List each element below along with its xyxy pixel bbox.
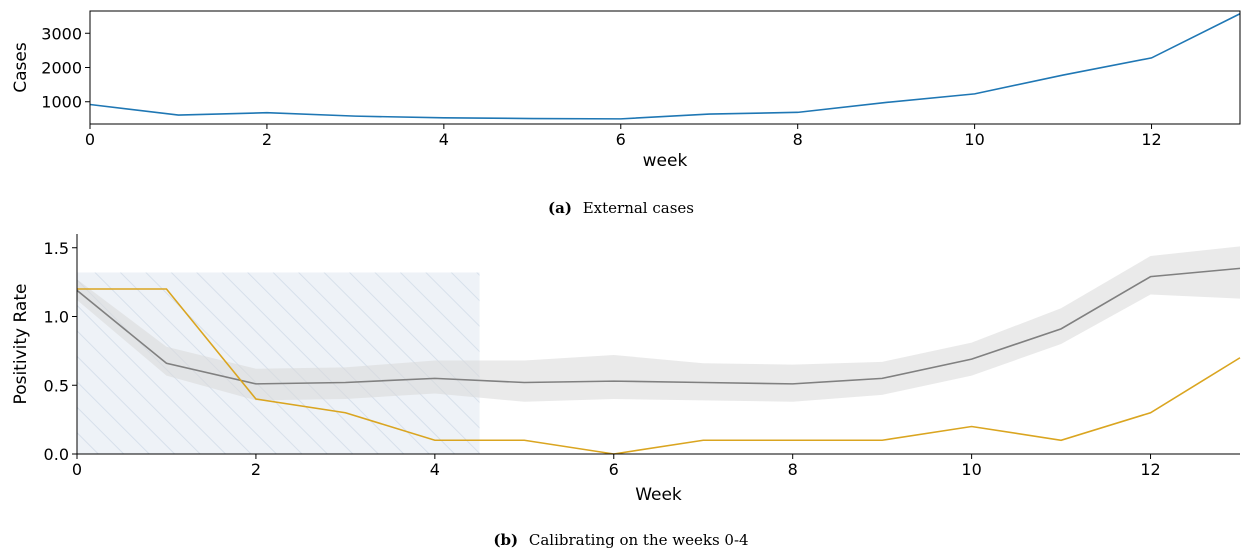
y-tick-label: 0.0: [44, 445, 69, 464]
x-tick-label: 4: [430, 460, 440, 479]
x-tick-label: 6: [616, 130, 626, 149]
x-tick-label: 4: [439, 130, 449, 149]
x-tick-label: 6: [609, 460, 619, 479]
x-tick-label: 0: [72, 460, 82, 479]
x-tick-label: 12: [1141, 130, 1161, 149]
caption-b: (b) Calibrating on the weeks 0-4: [493, 531, 748, 549]
y-tick-label: 0.5: [44, 376, 69, 395]
y-tick-label: 1000: [41, 93, 82, 112]
x-tick-label: 0: [85, 130, 95, 149]
x-tick-label: 10: [961, 460, 981, 479]
caption-a: (a) External cases: [548, 199, 694, 217]
series-line-0: [76, 267, 1241, 385]
x-axis-label: Week: [635, 485, 682, 505]
caption-text: Calibrating on the weeks 0-4: [529, 531, 749, 549]
confidence-band: [77, 246, 1240, 402]
axes-frame: [89, 10, 1241, 125]
axes: 0 2 4 6 8 10 12 0.0 0.5 1.0 1.5: [44, 234, 1240, 479]
y-tick-label: 3000: [41, 24, 82, 43]
external-cases-chart: 0 2 4 6 8 10 12 1000 2000 3000 week Cases (a) Ext…: [11, 10, 1241, 217]
series-layer: [89, 13, 1241, 120]
y-tick-label: 1.5: [44, 239, 69, 258]
x-tick-label: 10: [964, 130, 984, 149]
x-tick-label: 12: [1140, 460, 1160, 479]
y-tick-label: 2000: [41, 59, 82, 78]
y-tick-label: 1.0: [44, 308, 69, 327]
caption-label: (b): [493, 531, 518, 549]
x-axis-label: week: [643, 151, 688, 171]
x-tick-label: 2: [251, 460, 261, 479]
y-axis-label: Positivity Rate: [11, 284, 31, 405]
series-layer: [76, 246, 1241, 455]
series-line-0: [89, 13, 1241, 120]
axes: 0 2 4 6 8 10 12 1000 2000 3000: [41, 10, 1241, 149]
y-axis-label: Cases: [11, 42, 31, 93]
caption-label: (a): [548, 199, 572, 217]
x-tick-label: 8: [793, 130, 803, 149]
positivity-rate-chart: 0 2 4 6 8 10 12 0.0 0.5 1.0 1.5 Week Positivity Ra…: [11, 234, 1241, 549]
x-tick-label: 8: [788, 460, 798, 479]
series-line-1: [77, 288, 1241, 455]
x-tick-label: 2: [262, 130, 272, 149]
caption-text: External cases: [583, 199, 694, 217]
